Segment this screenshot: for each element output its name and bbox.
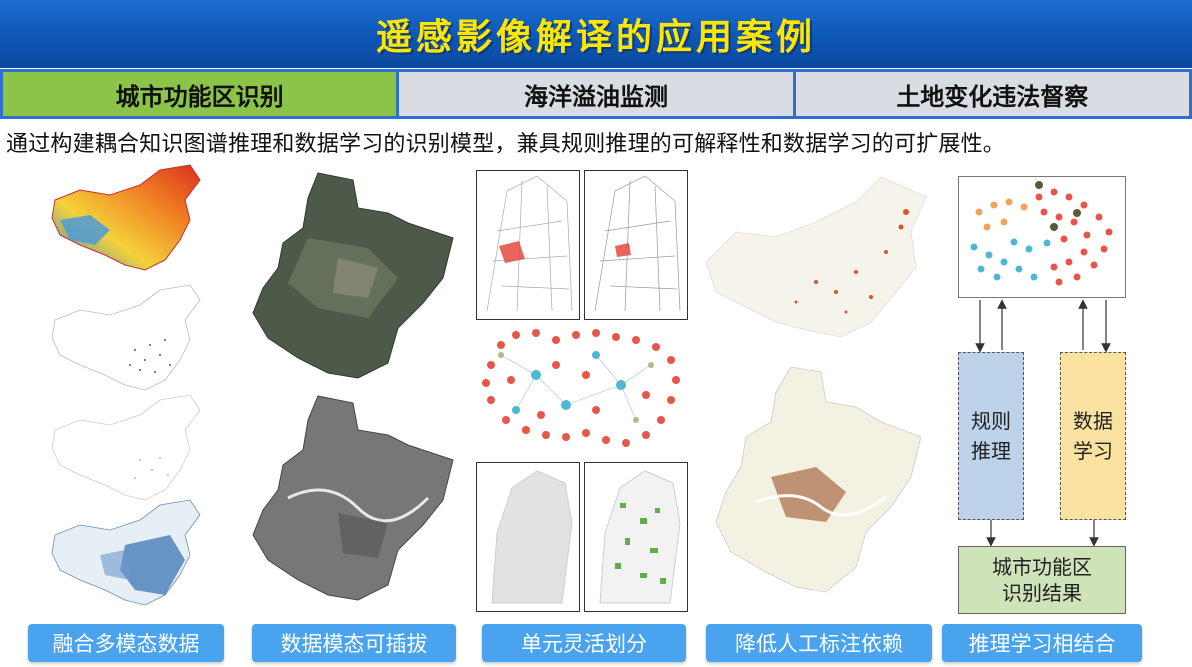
china-poi-map: [51, 284, 201, 391]
tab-bar: 城市功能区识别 海洋溢油监测 土地变化违法督察: [0, 69, 1192, 119]
tab-ocean-oil-spill[interactable]: 海洋溢油监测: [399, 69, 796, 119]
knowledge-graph-large: [958, 176, 1126, 298]
feature-pill-multimodal[interactable]: 融合多模态数据: [28, 624, 224, 662]
feature-pill-unit-division[interactable]: 单元灵活划分: [482, 624, 686, 662]
header-banner: 遥感影像解译的应用案例: [0, 0, 1192, 68]
city-imagery: [248, 168, 463, 613]
tab-land-change-inspection[interactable]: 土地变化违法督察: [795, 69, 1192, 119]
green-space-map: [584, 462, 688, 612]
road-network-map-a: [476, 170, 580, 320]
rule-reasoning-box: 规则 推理: [958, 352, 1024, 520]
china-outline-map: [51, 394, 201, 501]
feature-pill-reasoning-learning[interactable]: 推理学习相结合: [942, 624, 1142, 662]
result-box: 城市功能区 识别结果: [958, 546, 1126, 614]
road-network-map-b: [584, 170, 688, 320]
description-text: 通过构建耦合知识图谱推理和数据学习的识别模型，兼具规则推理的可解释性和数据学习的…: [6, 132, 1006, 157]
china-functional-zone-map: [705, 176, 927, 338]
data-learning-label: 数据 学习: [1073, 409, 1113, 463]
feature-pill-less-annotation[interactable]: 降低人工标注依赖: [706, 624, 932, 662]
knowledge-graph: [476, 325, 688, 455]
china-heat-map: [51, 164, 201, 271]
data-learning-box: 数据 学习: [1060, 352, 1126, 520]
multimodal-maps: [40, 160, 220, 620]
unit-division-panel: [476, 170, 691, 615]
page-title: 遥感影像解译的应用案例: [375, 17, 816, 58]
feature-pill-pluggable[interactable]: 数据模态可插拔: [252, 624, 456, 662]
rule-reasoning-label: 规则 推理: [971, 409, 1011, 463]
dem-image-map: [252, 395, 454, 601]
annotation-maps: [696, 172, 936, 617]
unit-boundary-map: [476, 462, 580, 612]
tab-urban-function-zone[interactable]: 城市功能区识别: [0, 69, 400, 119]
result-label: 城市功能区 识别结果: [992, 555, 1092, 605]
flow-arrows: [975, 299, 1111, 547]
